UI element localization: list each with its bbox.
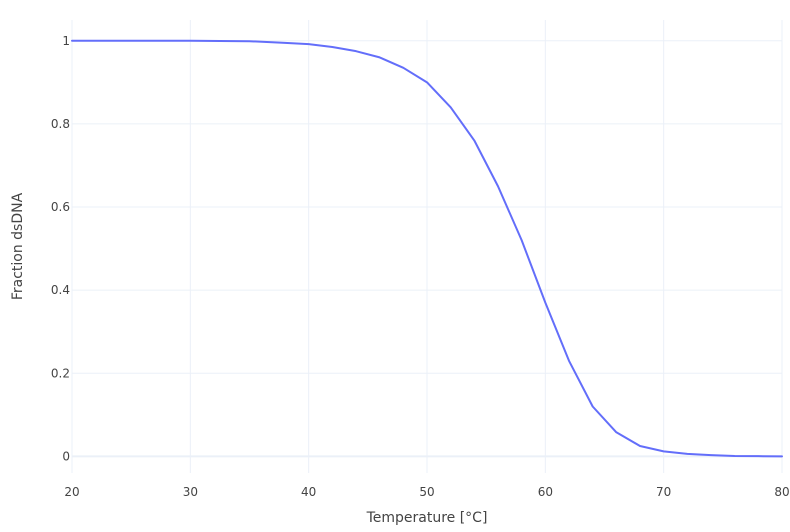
y-tick-label: 1	[62, 34, 70, 48]
x-tick-label: 80	[774, 485, 789, 499]
x-tick-label: 70	[656, 485, 671, 499]
y-axis-title: Fraction dsDNA	[10, 192, 26, 300]
y-tick-label: 0.8	[51, 117, 70, 131]
melting-curve-line	[71, 39, 783, 458]
y-tick-label: 0.4	[51, 283, 70, 297]
y-tick-label: 0.2	[51, 366, 70, 380]
x-tick-label: 60	[538, 485, 553, 499]
y-tick-label: 0.6	[51, 200, 70, 214]
gridlines	[71, 20, 783, 473]
x-tick-label: 40	[301, 485, 316, 499]
x-tick-label: 20	[64, 485, 79, 499]
series-layer	[71, 39, 783, 458]
x-tick-label: 30	[183, 485, 198, 499]
y-axis-ticks: 0 0.2 0.4 0.6 0.8 1	[51, 34, 70, 464]
x-tick-label: 50	[419, 485, 434, 499]
x-axis-title: Temperature [°C]	[366, 510, 488, 526]
y-tick-label: 0	[62, 449, 70, 463]
x-axis-ticks: 20 30 40 50 60 70 80	[64, 485, 789, 499]
